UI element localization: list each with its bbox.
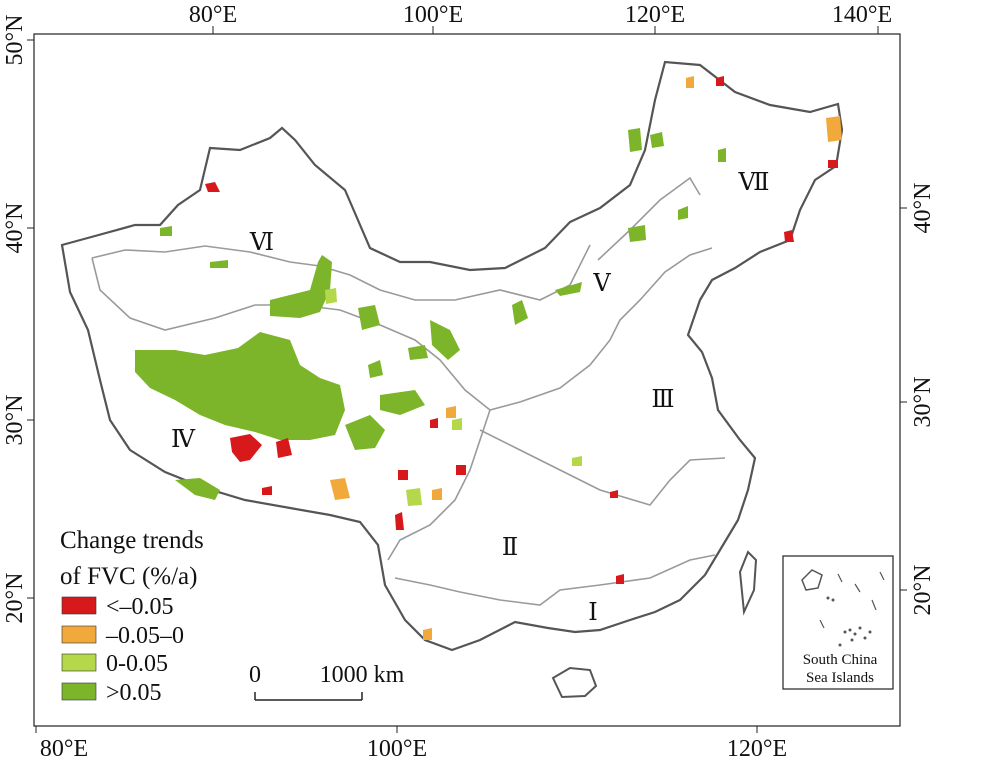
- legend-item-label: 0-0.05: [106, 651, 168, 677]
- region-label-4: Ⅳ: [171, 427, 196, 453]
- top-tick-label: 140°E: [832, 2, 892, 28]
- region-labels: Ⅰ Ⅱ Ⅲ Ⅳ Ⅴ Ⅵ Ⅶ: [171, 170, 769, 626]
- bottom-axis: 80°E 100°E 120°E: [35, 726, 787, 761]
- inset-label-line2: Sea Islands: [806, 670, 874, 686]
- legend-swatch-weak-increase: [61, 653, 97, 672]
- top-axis: 80°E 100°E 120°E 140°E: [189, 2, 892, 34]
- bottom-tick-label: 100°E: [367, 736, 427, 761]
- inset-frame: [782, 555, 894, 690]
- scale-bar-end-label: 1000 km: [320, 662, 405, 688]
- left-axis: 50°N 40°N 30°N 20°N: [2, 15, 34, 624]
- region-label-6: Ⅵ: [249, 230, 274, 256]
- region-label-7: Ⅶ: [738, 170, 770, 196]
- region-label-2: Ⅱ: [502, 535, 518, 561]
- taiwan-island: [738, 550, 758, 616]
- right-tick-label: 20°N: [910, 565, 936, 616]
- hainan-island: [551, 666, 598, 699]
- inset-label-line1: South China: [803, 652, 878, 668]
- left-tick-label: 30°N: [2, 395, 28, 446]
- legend-item-label: <–0.05: [106, 594, 174, 620]
- fvc-patches-weak-decrease: [330, 76, 842, 640]
- legend-swatch-strong-increase: [61, 682, 97, 701]
- left-tick-label: 40°N: [2, 203, 28, 254]
- region-label-3: Ⅲ: [651, 387, 674, 413]
- right-tick-label: 30°N: [910, 377, 936, 428]
- legend-title-line1: Change trends: [60, 527, 204, 554]
- region-label-1: Ⅰ: [588, 600, 597, 626]
- region-label-5: Ⅴ: [592, 271, 611, 297]
- scale-bar-start-label: 0: [249, 662, 261, 688]
- top-tick-label: 80°E: [189, 2, 237, 28]
- scale-bar: 0 1000 km: [249, 662, 405, 701]
- legend: Change trends of FVC (%/a) <–0.05 –0.05–…: [60, 527, 204, 706]
- right-tick-label: 40°N: [910, 183, 936, 234]
- legend-item-label: –0.05–0: [105, 623, 184, 649]
- right-axis: 40°N 30°N 20°N: [900, 183, 936, 616]
- fvc-patches-strong-increase: [135, 128, 726, 500]
- top-tick-label: 120°E: [625, 2, 685, 28]
- left-tick-label: 20°N: [2, 573, 28, 624]
- legend-item-label: >0.05: [106, 680, 162, 706]
- fvc-patches-strong-decrease: [205, 76, 838, 584]
- legend-swatch-strong-decrease: [61, 596, 97, 615]
- fvc-patches-weak-increase: [325, 288, 582, 506]
- bottom-tick-label: 120°E: [727, 736, 787, 761]
- bottom-tick-label: 80°E: [40, 736, 88, 761]
- top-tick-label: 100°E: [403, 2, 463, 28]
- left-tick-label: 50°N: [2, 15, 28, 66]
- south-china-sea-inset: South China Sea Islands: [782, 555, 894, 690]
- legend-title-line2: of FVC (%/a): [60, 563, 197, 590]
- legend-swatch-weak-decrease: [61, 625, 97, 644]
